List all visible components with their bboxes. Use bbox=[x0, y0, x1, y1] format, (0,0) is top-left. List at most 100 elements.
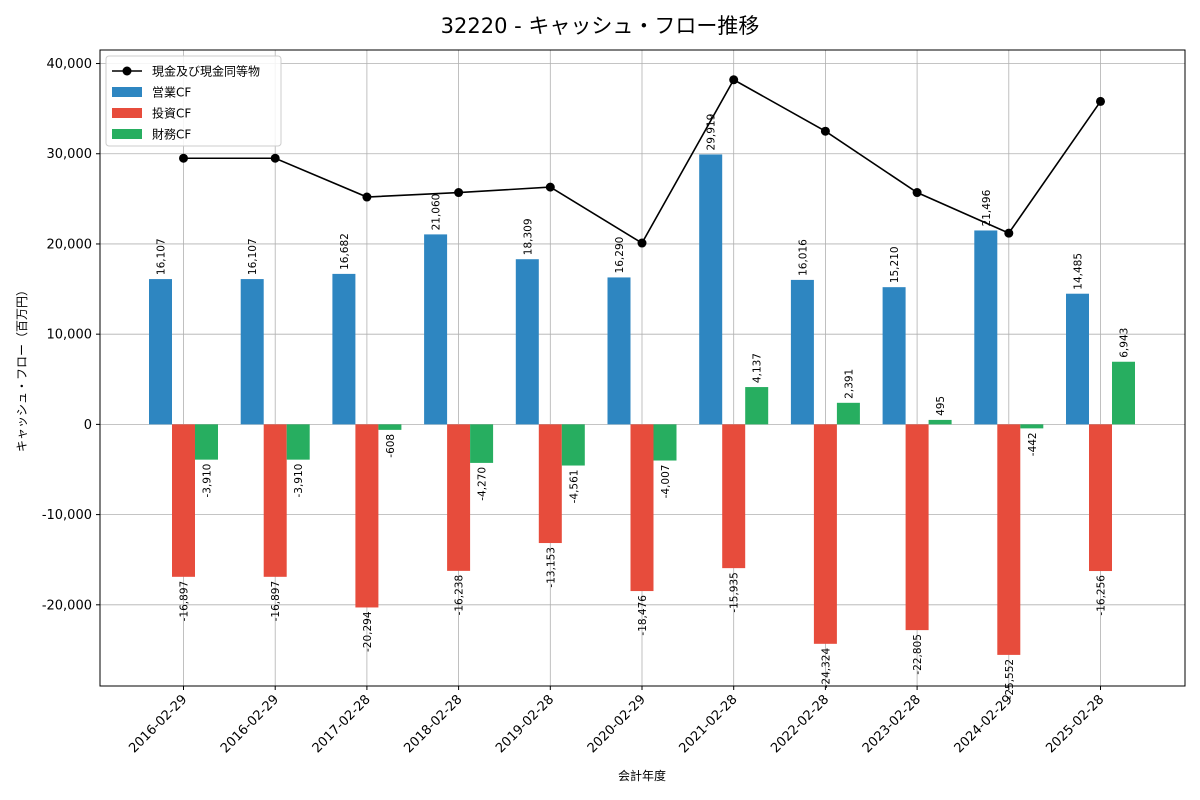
bar-2 bbox=[653, 424, 677, 461]
y-tick-label: 30,000 bbox=[47, 147, 93, 162]
cash-point bbox=[270, 153, 280, 163]
bar-1 bbox=[172, 424, 195, 577]
x-tick-label: 2022-02-28 bbox=[768, 692, 832, 756]
x-tick-label: 2020-02-29 bbox=[585, 692, 649, 756]
cash-point bbox=[454, 188, 464, 198]
cash-point bbox=[912, 188, 922, 198]
x-axis-ticks: 2016-02-29 2016-02-29 2017-02-28 2018-02-28… bbox=[126, 686, 1107, 756]
bar-2 bbox=[928, 419, 952, 425]
bar-0 bbox=[699, 154, 723, 425]
chart-title: 32220 - キャッシュ・フロー推移 bbox=[441, 14, 760, 38]
x-tick-label: 2023-02-28 bbox=[860, 692, 924, 756]
y-axis-ticks: -20,000 -10,000 0 10,000 20,000 30,000 40,000 bbox=[42, 57, 100, 613]
bar-1 bbox=[813, 424, 837, 644]
bar-1 bbox=[1089, 424, 1112, 572]
cash-point bbox=[820, 126, 830, 136]
data-label: -13,153 bbox=[545, 547, 557, 588]
legend-box bbox=[105, 55, 282, 147]
data-label: -18,476 bbox=[637, 595, 649, 636]
bar-2 bbox=[378, 424, 402, 430]
data-label: -4,007 bbox=[660, 465, 672, 499]
legend-marker bbox=[122, 66, 132, 76]
data-label: -3,910 bbox=[202, 464, 214, 498]
bar-0 bbox=[332, 273, 356, 425]
bar-0 bbox=[790, 279, 814, 425]
data-label: -16,897 bbox=[179, 581, 191, 622]
bar-2 bbox=[195, 424, 218, 460]
bar-2 bbox=[286, 424, 310, 460]
bar-1 bbox=[263, 424, 287, 577]
cash-line bbox=[179, 75, 1105, 248]
bar-2 bbox=[1112, 361, 1135, 425]
legend-label: 現金及び現金同等物 bbox=[152, 64, 260, 79]
y-tick-label: 20,000 bbox=[47, 237, 93, 252]
bar-1 bbox=[997, 424, 1021, 655]
data-label: 2,391 bbox=[843, 369, 855, 399]
data-label: -608 bbox=[385, 434, 397, 458]
data-label: 16,107 bbox=[156, 238, 168, 275]
bar-1 bbox=[355, 424, 379, 608]
x-tick-label: 2025-02-28 bbox=[1043, 692, 1107, 756]
data-label: 4,137 bbox=[752, 353, 764, 383]
y-tick-label: 10,000 bbox=[47, 328, 93, 343]
x-tick-label: 2016-02-29 bbox=[126, 692, 190, 756]
bar-2 bbox=[470, 424, 494, 463]
data-label: -16,238 bbox=[454, 575, 466, 616]
y-tick-label: 40,000 bbox=[47, 57, 93, 72]
y-axis-label: キャッシュ・フロー（百万円） bbox=[15, 284, 29, 452]
bar-0 bbox=[424, 234, 448, 425]
data-label: 21,496 bbox=[981, 189, 993, 226]
cash-point bbox=[729, 75, 739, 85]
data-label: -442 bbox=[1027, 432, 1039, 456]
bar-0 bbox=[240, 279, 264, 425]
bar-1 bbox=[447, 424, 471, 571]
cash-point bbox=[1004, 228, 1014, 238]
bar-0 bbox=[607, 277, 631, 425]
data-label: -3,910 bbox=[293, 464, 305, 498]
x-tick-label: 2024-02-29 bbox=[952, 692, 1016, 756]
data-label: 14,485 bbox=[1073, 253, 1085, 290]
data-label: 16,290 bbox=[614, 237, 626, 274]
data-labels: 16,107 16,107 16,682 21,060 18,309 16,290 29,9… bbox=[156, 114, 1131, 700]
bar-1 bbox=[905, 424, 929, 631]
x-tick-label: 2018-02-28 bbox=[401, 692, 465, 756]
x-axis-label: 会計年度 bbox=[618, 768, 666, 783]
bar-2 bbox=[745, 387, 769, 425]
bar-0 bbox=[1066, 293, 1089, 425]
x-tick-label: 2016-02-29 bbox=[218, 692, 282, 756]
x-tick-label: 2017-02-28 bbox=[310, 692, 374, 756]
bar-0 bbox=[882, 287, 906, 425]
bar-0 bbox=[974, 230, 998, 425]
cash-point bbox=[179, 153, 188, 163]
x-tick-label: 2019-02-28 bbox=[493, 692, 557, 756]
cash-point bbox=[637, 238, 647, 248]
legend-label: 財務CF bbox=[152, 127, 191, 142]
data-label: 6,943 bbox=[1119, 328, 1131, 358]
data-label: 16,016 bbox=[797, 239, 809, 276]
cash-point bbox=[1096, 96, 1105, 106]
legend-bar-swatch bbox=[112, 129, 142, 139]
bar-0 bbox=[149, 279, 172, 425]
data-label: -16,897 bbox=[270, 581, 282, 622]
legend-bar-swatch bbox=[112, 87, 142, 97]
data-label: 15,210 bbox=[889, 246, 901, 283]
legend-label: 営業CF bbox=[152, 86, 191, 100]
data-label: 29,919 bbox=[706, 114, 718, 151]
data-label: -4,270 bbox=[477, 467, 489, 501]
y-tick-label: -10,000 bbox=[42, 508, 92, 523]
bar-2 bbox=[836, 402, 860, 425]
data-label: 495 bbox=[935, 396, 947, 416]
cash-point bbox=[545, 182, 555, 192]
bar-0 bbox=[515, 259, 539, 425]
legend-label: 投資CF bbox=[152, 106, 191, 121]
y-tick-label: -20,000 bbox=[42, 598, 92, 613]
bar-1 bbox=[538, 424, 562, 544]
data-label: -16,256 bbox=[1096, 575, 1108, 616]
y-tick-label: 0 bbox=[84, 418, 92, 433]
data-label: 21,060 bbox=[431, 194, 443, 231]
legend-bar-swatch bbox=[112, 108, 142, 118]
bar-2 bbox=[561, 424, 585, 466]
data-label: 16,107 bbox=[247, 238, 259, 275]
